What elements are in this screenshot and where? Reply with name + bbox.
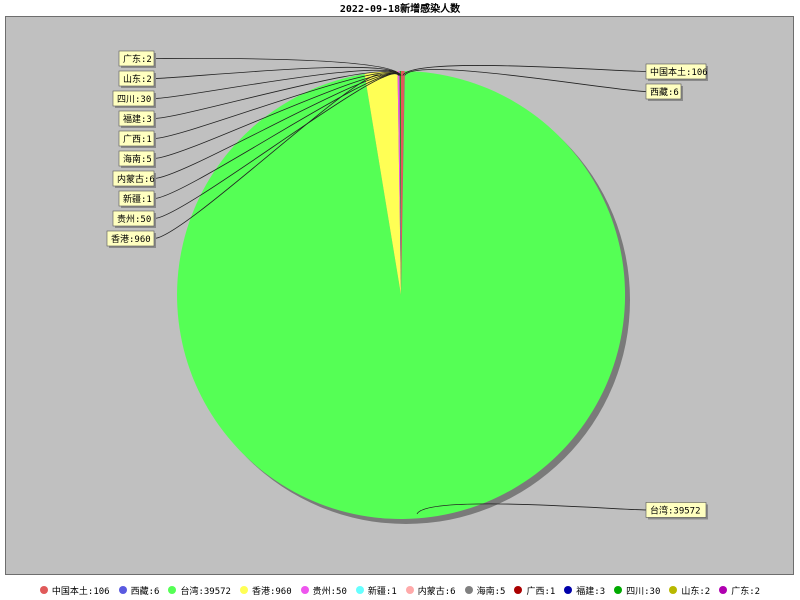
legend-label-12: 广东:2 — [731, 586, 761, 597]
legend-label-6: 内蒙古:6 — [417, 586, 456, 597]
data-label-box-0 — [645, 63, 707, 80]
data-label-6: 内蒙古:6 — [117, 173, 155, 185]
legend-item-10[interactable]: 四川:30 — [614, 584, 660, 597]
connector-line-6 — [153, 73, 400, 179]
data-label-0: 中国本土:106 — [650, 66, 708, 78]
legend-item-7[interactable]: 海南:5 — [464, 584, 506, 597]
legend-swatch-2 — [168, 586, 177, 594]
legend-label-9: 福建:3 — [576, 586, 606, 597]
pie-slice-3[interactable] — [364, 71, 401, 295]
legend-swatch-4 — [300, 586, 309, 594]
data-label-1: 西藏:6 — [650, 86, 679, 98]
legend-label-8: 广西:1 — [526, 586, 556, 597]
data-label-box-4 — [112, 210, 155, 227]
legend-swatch-0 — [39, 586, 48, 594]
pie-chart: 中国本土:106 西藏:6 台湾:39572 香港:960 贵州:50 新疆:1 内蒙古:6… — [106, 50, 708, 524]
legend-label-1: 西藏:6 — [130, 586, 160, 597]
pie-slice-5[interactable] — [399, 71, 401, 295]
legend-swatch-1 — [118, 586, 127, 594]
data-label-box-1 — [645, 83, 682, 100]
data-label-box-12 — [118, 50, 155, 67]
data-label-box-3 — [106, 230, 155, 247]
pie-slice-6[interactable] — [399, 71, 401, 295]
data-label-12: 广东:2 — [123, 53, 152, 65]
pie-slice-0[interactable] — [401, 71, 405, 295]
legend-label-5: 新疆:1 — [367, 586, 397, 597]
legend-item-5[interactable]: 新疆:1 — [355, 584, 397, 597]
connector-line-2 — [416, 503, 647, 515]
pie-slice-9[interactable] — [399, 71, 401, 295]
data-label-box-11 — [118, 70, 155, 87]
data-label-4: 贵州:50 — [117, 213, 151, 225]
legend-swatch-7 — [464, 586, 473, 594]
legend-item-3[interactable]: 香港:960 — [239, 584, 292, 597]
legend-label-2: 台湾:39572 — [180, 586, 231, 597]
data-label-9: 福建:3 — [123, 113, 152, 125]
connector-line-0 — [402, 65, 647, 76]
legend-swatch-11 — [669, 586, 678, 594]
legend-swatch-9 — [564, 586, 573, 594]
data-label-2: 台湾:39572 — [650, 504, 701, 516]
data-label-8: 广西:1 — [123, 133, 152, 145]
legend-swatch-6 — [405, 586, 414, 594]
legend: 中国本土:106 西藏:6 台湾:39572 香港:960 贵州:50 新疆:1 内蒙古:6… — [0, 582, 800, 598]
data-label-5: 新疆:1 — [123, 193, 152, 205]
pie-slice-1[interactable] — [401, 71, 405, 295]
data-label-box-7 — [118, 150, 155, 167]
legend-item-11[interactable]: 山东:2 — [669, 584, 710, 597]
connector-line-11 — [153, 66, 402, 79]
legend-label-3: 香港:960 — [251, 586, 292, 597]
connector-line-1 — [404, 69, 647, 92]
legend-swatch-3 — [239, 586, 248, 594]
legend-item-8[interactable]: 广西:1 — [514, 584, 555, 597]
legend-item-1[interactable]: 西藏:6 — [118, 584, 160, 597]
pie-slice-10[interactable] — [399, 70, 401, 295]
legend-label-10: 四川:30 — [626, 586, 661, 597]
data-label-box-10 — [112, 90, 155, 107]
connector-line-9 — [153, 71, 401, 119]
chart-title: 2022-09-18新增感染人数 — [339, 4, 461, 15]
data-label-7: 海南:5 — [123, 153, 152, 165]
legend-item-4[interactable]: 贵州:50 — [300, 584, 347, 597]
data-label-box-9 — [118, 110, 155, 127]
data-label-box-6 — [112, 170, 155, 187]
legend-swatch-12 — [719, 586, 728, 594]
pie-slice-8[interactable] — [399, 71, 401, 295]
data-label-box-2 — [645, 502, 707, 518]
data-label-box-8 — [118, 130, 155, 147]
legend-item-0[interactable]: 中国本土:106 — [39, 584, 110, 597]
legend-swatch-8 — [514, 586, 523, 594]
connector-line-4 — [153, 73, 399, 219]
legend-label-0: 中国本土:106 — [51, 586, 110, 597]
data-label-box-5 — [118, 190, 155, 207]
legend-label-4: 贵州:50 — [312, 586, 347, 597]
connector-line-8 — [153, 72, 401, 139]
data-label-11: 山东:2 — [123, 73, 152, 85]
legend-item-12[interactable]: 广东:2 — [719, 584, 760, 597]
connector-line-7 — [153, 72, 400, 159]
pie-slice-4[interactable] — [397, 71, 401, 295]
connector-line-12 — [153, 57, 402, 76]
legend-item-9[interactable]: 福建:3 — [564, 584, 605, 597]
connector-line-3 — [153, 74, 382, 239]
plot-area: 中国本土:106 西藏:6 台湾:39572 香港:960 贵州:50 新疆:1 内蒙古:6… — [5, 16, 794, 575]
data-label-3: 香港:960 — [111, 233, 151, 245]
legend-label-7: 海南:5 — [476, 586, 506, 597]
legend-swatch-10 — [614, 586, 623, 594]
legend-item-2[interactable]: 台湾:39572 — [168, 584, 231, 597]
legend-swatch-5 — [355, 586, 364, 594]
connector-line-10 — [153, 69, 401, 99]
pie-slice-2[interactable] — [177, 71, 626, 519]
legend-label-11: 山东:2 — [681, 586, 711, 597]
pie-slice-7[interactable] — [399, 70, 401, 296]
connector-line-5 — [153, 73, 400, 199]
data-label-10: 四川:30 — [117, 95, 151, 105]
legend-item-6[interactable]: 内蒙古:6 — [405, 584, 456, 597]
